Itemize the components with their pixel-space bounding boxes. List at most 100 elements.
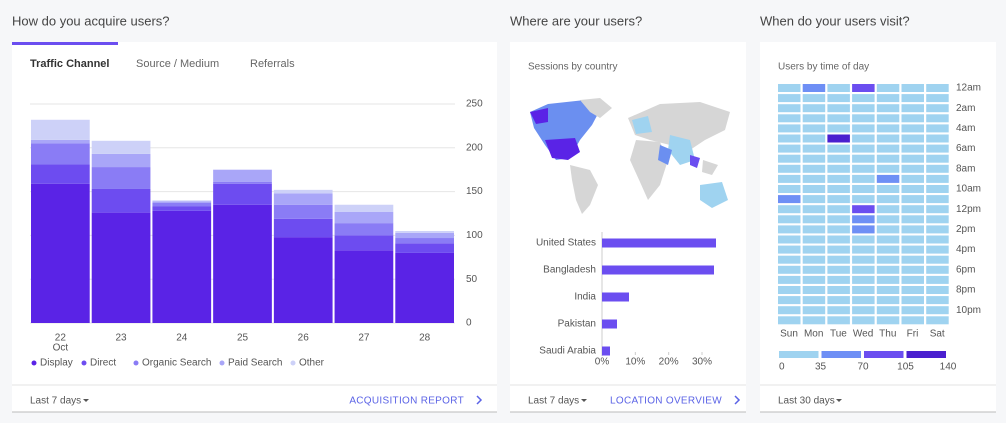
y-tick-label: 12pm (956, 204, 981, 215)
heat-cell (802, 316, 826, 325)
heat-cell (852, 215, 875, 224)
bar (602, 238, 716, 248)
heat-cell (802, 235, 826, 244)
legend-label: Organic Search (142, 358, 211, 369)
bar (602, 292, 629, 302)
y-tick-label: 10am (956, 184, 981, 195)
date-range[interactable]: Last 7 days (528, 396, 579, 407)
bar-segment (213, 183, 272, 205)
bar-segment (91, 140, 151, 154)
heat-cell (926, 164, 949, 173)
heat-cell (802, 144, 826, 153)
heat-cell (926, 205, 949, 214)
report-link[interactable]: LOCATION OVERVIEW (610, 396, 722, 407)
heat-cell (901, 235, 924, 244)
y-tick-label: 200 (466, 142, 483, 153)
bar-segment (91, 188, 151, 213)
heat-cell (778, 275, 801, 284)
y-tick-label: 50 (466, 274, 478, 285)
legend-label: Display (40, 358, 73, 369)
heat-cell (926, 275, 949, 284)
heat-cell (778, 195, 801, 204)
heat-cell (802, 245, 826, 254)
heat-cell (901, 296, 924, 305)
bar-segment (395, 252, 454, 323)
heat-cell (926, 225, 949, 234)
x-tick-label: Tue (830, 329, 847, 340)
heat-cell (778, 235, 801, 244)
heat-cell (802, 104, 826, 113)
heat-cell (802, 134, 826, 143)
heat-cell (778, 286, 801, 294)
heat-cell (876, 235, 900, 244)
tab[interactable]: Referrals (250, 58, 295, 70)
heat-cell (852, 104, 875, 113)
bar-segment (31, 164, 90, 184)
heat-cell (827, 174, 850, 183)
heat-cell (802, 225, 826, 234)
bar-segment (152, 202, 212, 207)
scale-swatch (864, 351, 904, 358)
date-range[interactable]: Last 7 days (30, 396, 81, 407)
heat-cell (827, 124, 850, 133)
legend-swatch (81, 360, 87, 366)
x-tick-label: 24 (176, 333, 188, 344)
heat-cell (778, 215, 801, 224)
x-tick-label: 26 (298, 333, 310, 344)
report-link[interactable]: ACQUISITION REPORT (349, 396, 464, 407)
heat-cell (827, 296, 850, 305)
heat-cell (852, 296, 875, 305)
heat-cell (901, 225, 924, 234)
heat-cell (778, 84, 801, 92)
heat-cell (876, 104, 900, 113)
heat-cell (901, 84, 924, 92)
heat-cell (876, 154, 900, 163)
y-tick-label: 4am (956, 123, 975, 134)
scale-label: 0 (779, 362, 785, 373)
heat-cell (901, 144, 924, 153)
x-tick-label: Wed (853, 329, 873, 340)
y-tick-label: 2am (956, 103, 975, 114)
bar-segment (334, 235, 394, 251)
card (510, 42, 746, 412)
x-tick-label: Sat (930, 329, 945, 340)
section-heading: When do your users visit? (760, 13, 910, 28)
heat-cell (852, 205, 875, 214)
heat-cell (802, 94, 826, 103)
heat-cell (876, 114, 900, 123)
section-heading: How do you acquire users? (12, 13, 170, 28)
heat-cell (926, 185, 949, 193)
heat-cell (802, 164, 826, 173)
tab[interactable]: Traffic Channel (30, 58, 109, 70)
heat-cell (802, 275, 826, 284)
heat-cell (802, 114, 826, 123)
heat-cell (827, 164, 850, 173)
y-tick-label: 6pm (956, 264, 975, 275)
heat-cell (876, 265, 900, 274)
heat-cell (827, 114, 850, 123)
heat-cell (926, 265, 949, 274)
bar (602, 319, 617, 329)
heat-cell (802, 215, 826, 224)
date-range[interactable]: Last 30 days (778, 396, 835, 407)
tab[interactable]: Source / Medium (136, 58, 219, 70)
heat-cell (852, 225, 875, 234)
scale-swatch (779, 351, 819, 358)
y-tick-label: 2pm (956, 224, 975, 235)
heat-cell (802, 185, 826, 193)
heat-cell (852, 275, 875, 284)
heat-cell (778, 265, 801, 274)
chevron (476, 395, 483, 405)
heat-cell (876, 124, 900, 133)
heat-cell (926, 296, 949, 305)
x-tick-label: 0% (595, 357, 610, 368)
heat-cell (852, 164, 875, 173)
heat-cell (876, 164, 900, 173)
y-tick-label: 8am (956, 163, 975, 174)
bar-segment (395, 231, 454, 233)
heat-cell (876, 94, 900, 103)
heat-cell (852, 286, 875, 294)
bar-segment (91, 167, 151, 189)
heat-cell (901, 205, 924, 214)
heat-cell (901, 185, 924, 193)
